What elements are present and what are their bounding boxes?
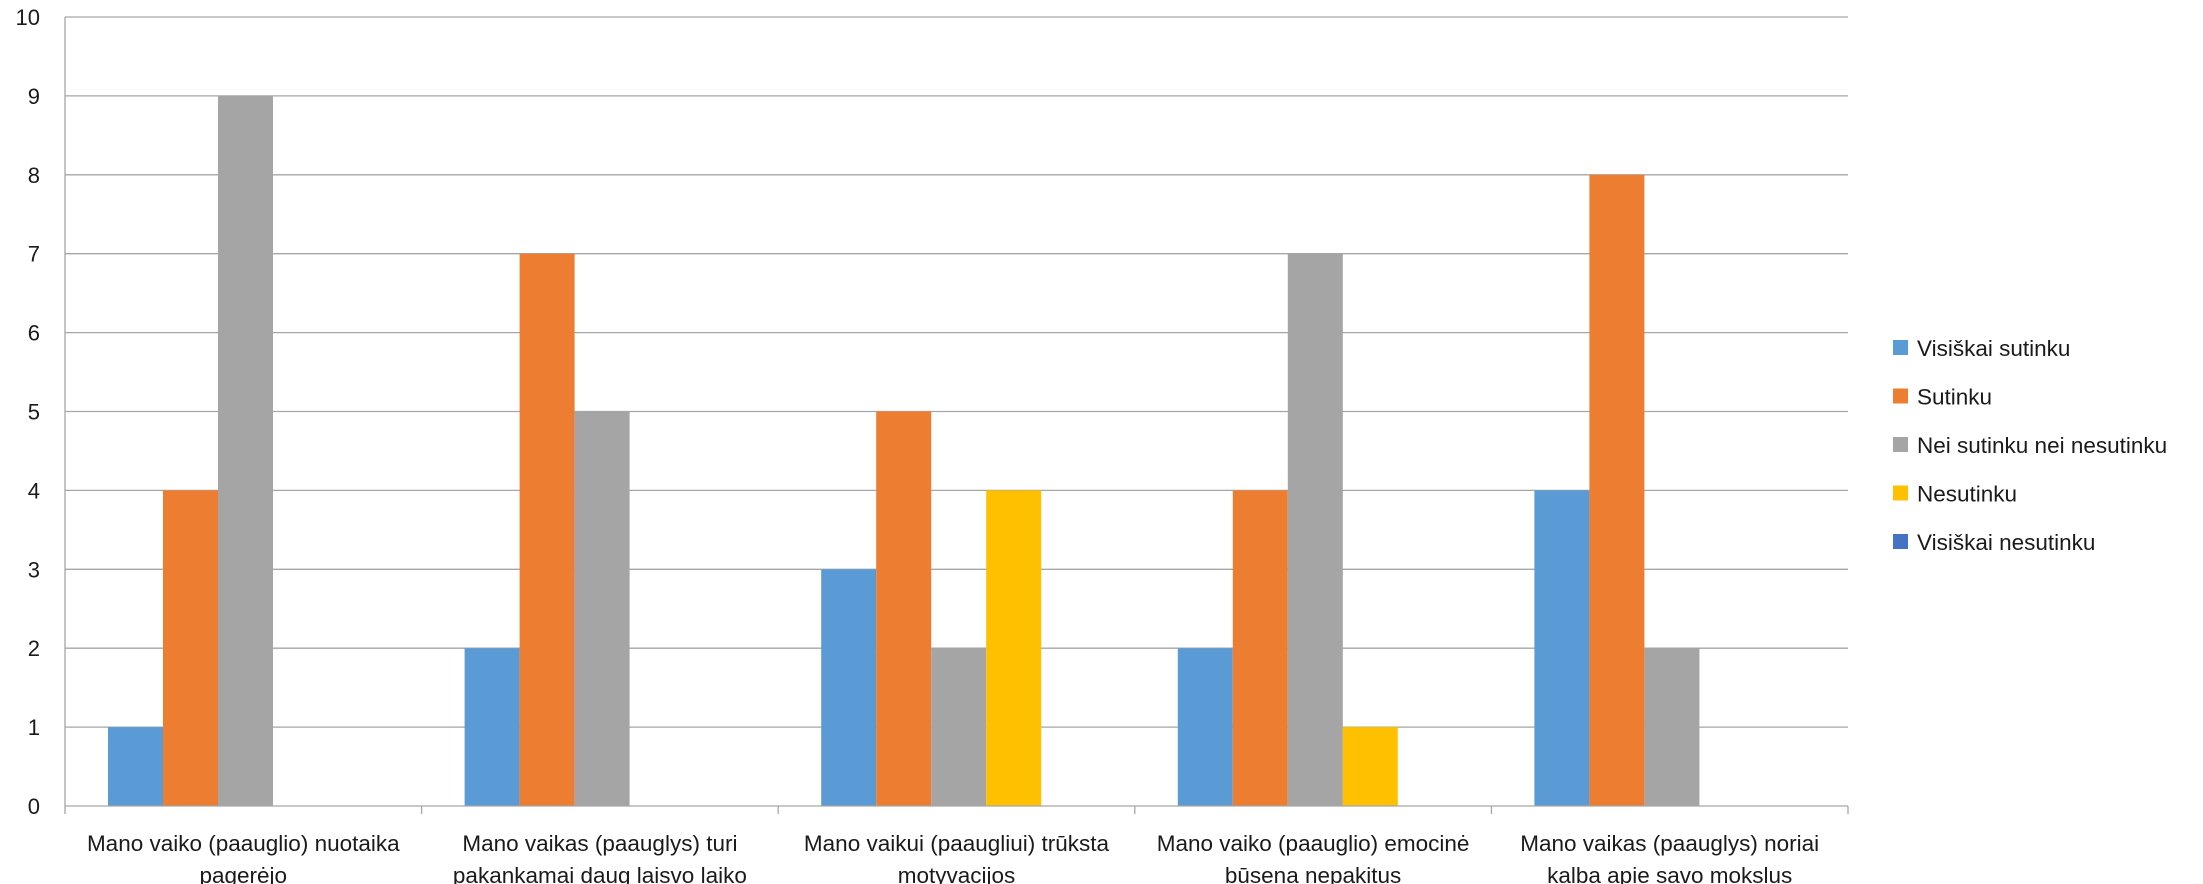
x-category-label: kalba apie savo mokslus bbox=[1547, 863, 1792, 884]
bar bbox=[520, 254, 575, 806]
bar bbox=[465, 648, 520, 806]
y-tick-label: 0 bbox=[28, 794, 40, 819]
bar bbox=[1233, 490, 1288, 806]
legend-swatch bbox=[1893, 437, 1908, 452]
bars bbox=[108, 96, 1699, 806]
x-category-label: Mano vaikas (paauglys) noriai bbox=[1520, 831, 1819, 856]
y-tick-label: 6 bbox=[28, 321, 40, 346]
bar bbox=[218, 96, 273, 806]
bar bbox=[108, 727, 163, 806]
x-category-label: pakankamai daug laisvo laiko bbox=[453, 863, 747, 884]
bar bbox=[1589, 175, 1644, 806]
y-tick-label: 8 bbox=[28, 163, 40, 188]
bar bbox=[876, 412, 931, 807]
x-category-label: Mano vaikas (paauglys) turi bbox=[462, 831, 737, 856]
bar bbox=[986, 490, 1041, 806]
bar bbox=[821, 569, 876, 806]
legend-label: Nei sutinku nei nesutinku bbox=[1917, 433, 2167, 458]
y-tick-label: 4 bbox=[28, 478, 40, 503]
y-tick-label: 5 bbox=[28, 400, 40, 425]
bar bbox=[163, 490, 218, 806]
bar bbox=[931, 648, 986, 806]
y-tick-label: 1 bbox=[28, 715, 40, 740]
y-tick-label: 7 bbox=[28, 242, 40, 267]
bar bbox=[1178, 648, 1233, 806]
y-tick-label: 10 bbox=[16, 5, 40, 30]
x-category-label: pagerėjo bbox=[200, 863, 288, 884]
bar bbox=[1288, 254, 1343, 806]
y-tick-label: 9 bbox=[28, 84, 40, 109]
x-category-label: būsena nepakitus bbox=[1225, 863, 1401, 884]
bar bbox=[575, 412, 630, 807]
y-tick-label: 3 bbox=[28, 557, 40, 582]
x-category-label: Mano vaiko (paauglio) nuotaika bbox=[87, 831, 400, 856]
bar bbox=[1644, 648, 1699, 806]
legend-label: Visiškai sutinku bbox=[1917, 336, 2070, 361]
x-category-label: motyvacijos bbox=[898, 863, 1016, 884]
y-tick-label: 2 bbox=[28, 636, 40, 661]
bar bbox=[1534, 490, 1589, 806]
x-category-labels: Mano vaiko (paauglio) nuotaika pagerėjo Ma… bbox=[87, 831, 1819, 884]
x-category-label: Mano vaiko (paauglio) emocinė bbox=[1157, 831, 1470, 856]
legend-swatch bbox=[1893, 340, 1908, 355]
legend-label: Visiškai nesutinku bbox=[1917, 530, 2095, 555]
legend-swatch bbox=[1893, 534, 1908, 549]
y-tick-labels: 0 1 2 3 4 5 6 7 8 9 10 bbox=[16, 5, 40, 819]
legend: Visiškai sutinku Sutinku Nei sutinku nei n… bbox=[1893, 336, 2167, 555]
legend-swatch bbox=[1893, 389, 1908, 404]
legend-label: Sutinku bbox=[1917, 385, 1992, 410]
x-category-label: Mano vaikui (paaugliui) trūksta bbox=[804, 831, 1110, 856]
legend-label: Nesutinku bbox=[1917, 482, 2017, 507]
bar bbox=[1343, 727, 1398, 806]
legend-swatch bbox=[1893, 486, 1908, 501]
